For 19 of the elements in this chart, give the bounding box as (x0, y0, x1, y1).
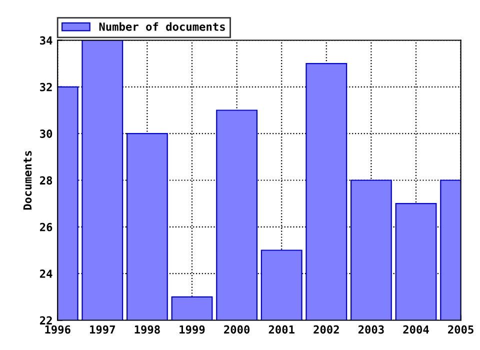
y-tick-label: 30 (40, 130, 52, 138)
x-tick-label: 2001 (268, 325, 294, 334)
y-tick-label: 34 (40, 36, 52, 45)
y-tick-label: 26 (40, 222, 52, 232)
legend-label: Number of documents (99, 22, 225, 31)
y-tick-label: 28 (40, 176, 52, 185)
x-tick-label: 1997 (90, 325, 115, 334)
y-tick-label: 32 (40, 82, 52, 92)
x-tick-label: 1999 (180, 325, 205, 334)
y-tick-label: 24 (40, 270, 52, 278)
x-tick-label: 2004 (403, 325, 429, 334)
x-tick-label: 1996 (45, 325, 70, 334)
x-tick-label: 2002 (314, 325, 339, 334)
x-tick-label: 2003 (358, 325, 384, 334)
y-axis-title: Documents (23, 151, 32, 210)
x-tick-label: 1998 (134, 325, 160, 334)
x-tick-label: 2000 (224, 325, 250, 334)
x-tick-label: 2005 (448, 325, 474, 334)
y-tick-label: 22 (40, 316, 52, 324)
